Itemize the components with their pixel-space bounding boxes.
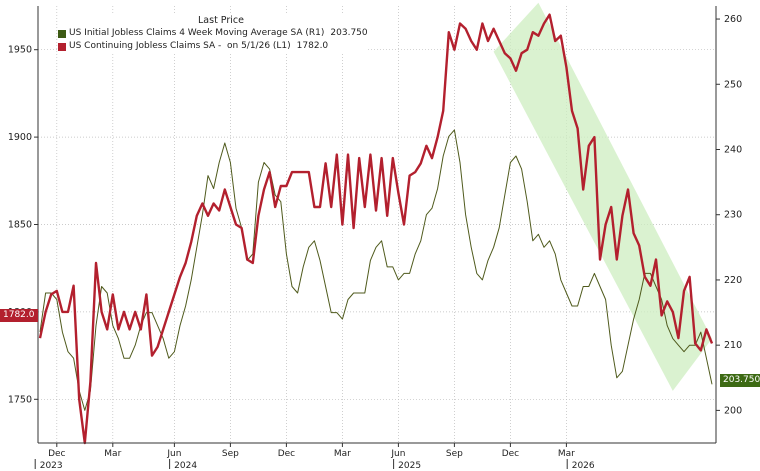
y-left-tick-label: 1850: [8, 220, 32, 231]
y-right-tick-label: 240: [724, 144, 742, 155]
series-layer: [38, 13, 714, 445]
legend-swatch-continuing-claims: [58, 42, 66, 51]
x-month-label: Dec: [48, 449, 65, 459]
left-axis-last-value-tag: 1782.0: [0, 309, 38, 322]
legend-header: Last Price: [198, 15, 244, 26]
downtrend-channel-band: [493, 2, 712, 391]
y-right-tick-label: 200: [724, 405, 742, 416]
right-axis-last-value-tag: 203.750: [720, 374, 760, 387]
x-month-label: Dec: [502, 449, 519, 459]
legend-value-initial-claims: 203.750: [330, 28, 368, 38]
initial-claims-line: [39, 129, 713, 411]
x-month-label: Jun: [166, 449, 181, 459]
x-month-label: Jun: [390, 449, 405, 459]
y-left-tick-label: 1750: [8, 394, 32, 405]
x-year-label: 2024: [174, 461, 197, 471]
x-month-label: Dec: [278, 449, 295, 459]
y-right-tick-label: 230: [724, 210, 742, 221]
legend-entry-continuing-claims: US Continuing Jobless Claims SA - on 5/1…: [58, 40, 368, 53]
x-month-label: Sep: [446, 449, 463, 459]
y-right-tick-label: 210: [724, 340, 742, 351]
continuing-claims-line: [38, 13, 714, 445]
x-year-label: 2026: [572, 461, 595, 471]
y-right-tick-label: 220: [724, 275, 742, 286]
downtrend-band-layer: [493, 2, 712, 391]
y-right-tick-label: 250: [724, 79, 742, 90]
legend-label-initial-claims: US Initial Jobless Claims 4 Week Moving …: [69, 28, 325, 38]
legend-swatch-initial-claims: [58, 29, 66, 38]
legend-entry-initial-claims: US Initial Jobless Claims 4 Week Moving …: [58, 27, 368, 40]
x-month-label: Mar: [104, 449, 121, 459]
x-month-label: Mar: [334, 449, 351, 459]
legend-value-continuing-claims: 1782.0: [296, 41, 329, 51]
legend-label-continuing-claims: US Continuing Jobless Claims SA - on 5/1…: [69, 41, 291, 51]
x-month-label: Mar: [558, 449, 575, 459]
legend: Last Price US Initial Jobless Claims 4 W…: [58, 14, 368, 53]
y-left-tick-label: 1950: [8, 45, 32, 56]
y-left-tick-label: 1900: [8, 132, 32, 143]
y-right-tick-label: 260: [724, 14, 742, 25]
x-year-label: 2023: [40, 461, 63, 471]
x-month-label: Sep: [222, 449, 239, 459]
x-year-label: 2025: [398, 461, 421, 471]
